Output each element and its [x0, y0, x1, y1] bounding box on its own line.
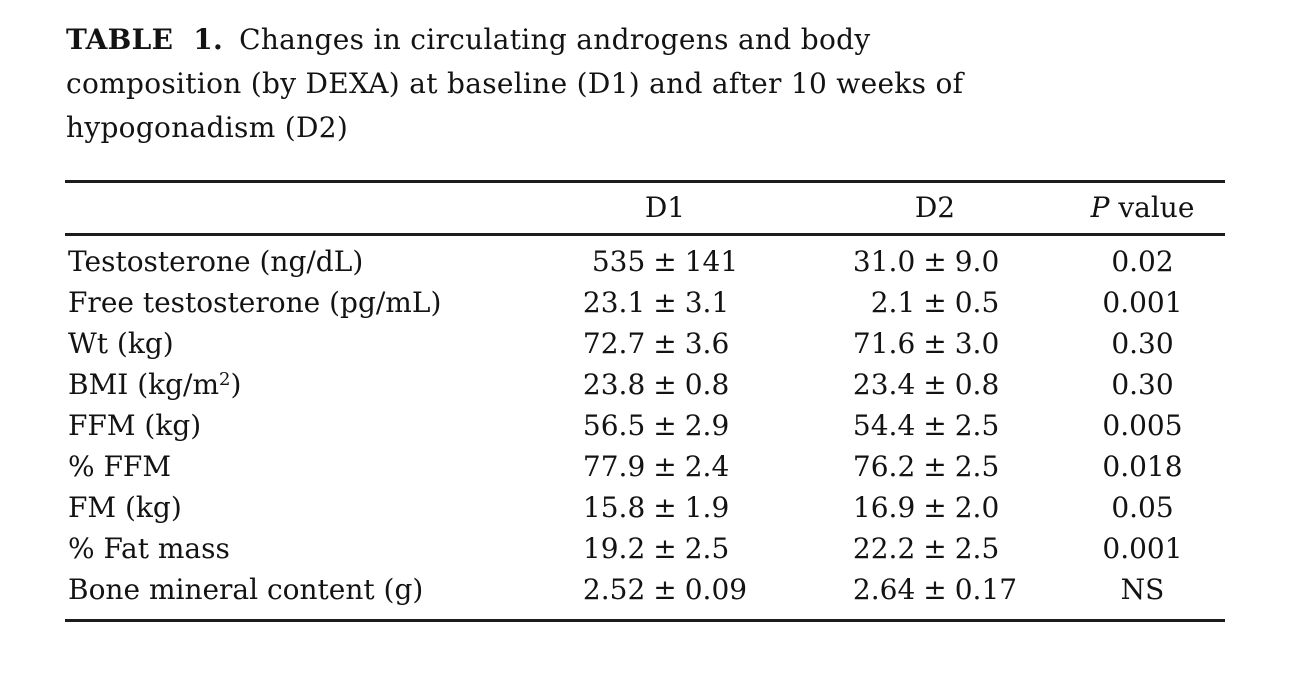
d2-value: 31.0 ±9.0 [810, 241, 1060, 282]
table-row: % FFM 77.9 ±2.4 76.2 ±2.5 0.018 [65, 446, 1225, 487]
header-d1: D1 [644, 191, 686, 224]
d2-value: 71.6 ±3.0 [810, 323, 1060, 364]
plus-minus: ± [653, 245, 677, 278]
p-value: 0.05 [1111, 491, 1174, 524]
d2-value: 2.1 ±0.5 [810, 282, 1060, 323]
p-value: 0.018 [1102, 450, 1183, 483]
p-value-word: value [1109, 191, 1195, 224]
row-label: Wt (kg) [68, 327, 174, 360]
d1-value: 56.5 ±2.9 [520, 405, 810, 446]
table-row: % Fat mass 19.2 ±2.5 22.2 ±2.5 0.001 [65, 528, 1225, 569]
d2-value: 23.4 ±0.8 [810, 364, 1060, 405]
d1-value: 15.8 ±1.9 [520, 487, 810, 528]
plus-minus: ± [653, 368, 677, 401]
p-value: 0.30 [1111, 327, 1174, 360]
d1-value: 23.1 ±3.1 [520, 282, 810, 323]
table-row: Wt (kg) 72.7 ±3.6 71.6 ±3.0 0.30 [65, 323, 1225, 364]
plus-minus: ± [923, 368, 947, 401]
plus-minus: ± [923, 532, 947, 565]
d2-value: 76.2 ±2.5 [810, 446, 1060, 487]
d1-value: 23.8 ±0.8 [520, 364, 810, 405]
plus-minus: ± [923, 573, 947, 606]
plus-minus: ± [653, 286, 677, 319]
p-value: 0.30 [1111, 368, 1174, 401]
caption-line-3: hypogonadism (D2) [66, 111, 349, 144]
table-header-row: D1 D2 P value [65, 183, 1225, 236]
d2-value: 16.9 ±2.0 [810, 487, 1060, 528]
p-value: 0.001 [1102, 532, 1183, 565]
row-label: Testosterone (ng/dL) [68, 245, 364, 278]
plus-minus: ± [923, 450, 947, 483]
table-number: TABLE 1. [66, 23, 224, 56]
caption-line-2: composition (by DEXA) at baseline (D1) a… [66, 67, 964, 100]
row-label: Free testosterone (pg/mL) [68, 286, 442, 319]
plus-minus: ± [923, 491, 947, 524]
plus-minus: ± [653, 491, 677, 524]
table-row: FM (kg) 15.8 ±1.9 16.9 ±2.0 0.05 [65, 487, 1225, 528]
p-value: 0.001 [1102, 286, 1183, 319]
caption-line-1: TABLE 1. Changes in circulating androgens… [66, 18, 1186, 62]
header-d2: D2 [914, 191, 956, 224]
plus-minus: ± [923, 245, 947, 278]
d2-value: 2.64 ±0.17 [810, 569, 1060, 610]
row-label: % FFM [68, 450, 172, 483]
plus-minus: ± [653, 327, 677, 360]
header-p-value: P value [1060, 183, 1225, 233]
d1-value: 72.7 ±3.6 [520, 323, 810, 364]
row-label: BMI (kg/m2) [68, 368, 242, 401]
table-row: Free testosterone (pg/mL) 23.1 ±3.1 2.1 ±0… [65, 282, 1225, 323]
table-row: FFM (kg) 56.5 ±2.9 54.4 ±2.5 0.005 [65, 405, 1225, 446]
p-symbol: P [1090, 191, 1110, 224]
plus-minus: ± [653, 450, 677, 483]
d2-value: 22.2 ±2.5 [810, 528, 1060, 569]
p-value: NS [1120, 573, 1165, 606]
row-label: FM (kg) [68, 491, 182, 524]
table-caption: TABLE 1. Changes in circulating androgens… [66, 18, 1186, 150]
table-row: Testosterone (ng/dL) 535 ±141 31.0 ±9.0 0.… [65, 241, 1225, 282]
row-label: % Fat mass [68, 532, 230, 565]
d1-value: 535 ±141 [520, 241, 810, 282]
table-row: Bone mineral content (g) 2.52 ±0.09 2.64 ±… [65, 569, 1225, 610]
p-value: 0.02 [1111, 245, 1174, 278]
table-row: BMI (kg/m2) 23.8 ±0.8 23.4 ±0.8 0.30 [65, 364, 1225, 405]
plus-minus: ± [923, 409, 947, 442]
d2-value: 54.4 ±2.5 [810, 405, 1060, 446]
plus-minus: ± [923, 286, 947, 319]
plus-minus: ± [923, 327, 947, 360]
plus-minus: ± [653, 409, 677, 442]
plus-minus: ± [653, 573, 677, 606]
row-label: FFM (kg) [68, 409, 202, 442]
data-table: D1 D2 P value Testosterone (ng/dL) 535 ±1… [65, 180, 1225, 622]
caption-text: Changes in circulating androgens and bod… [239, 23, 871, 56]
plus-minus: ± [653, 532, 677, 565]
d1-value: 19.2 ±2.5 [520, 528, 810, 569]
table-body: Testosterone (ng/dL) 535 ±141 31.0 ±9.0 0.… [65, 236, 1225, 619]
row-label: Bone mineral content (g) [68, 573, 424, 606]
d1-value: 77.9 ±2.4 [520, 446, 810, 487]
p-value: 0.005 [1102, 409, 1183, 442]
d1-value: 2.52 ±0.09 [520, 569, 810, 610]
